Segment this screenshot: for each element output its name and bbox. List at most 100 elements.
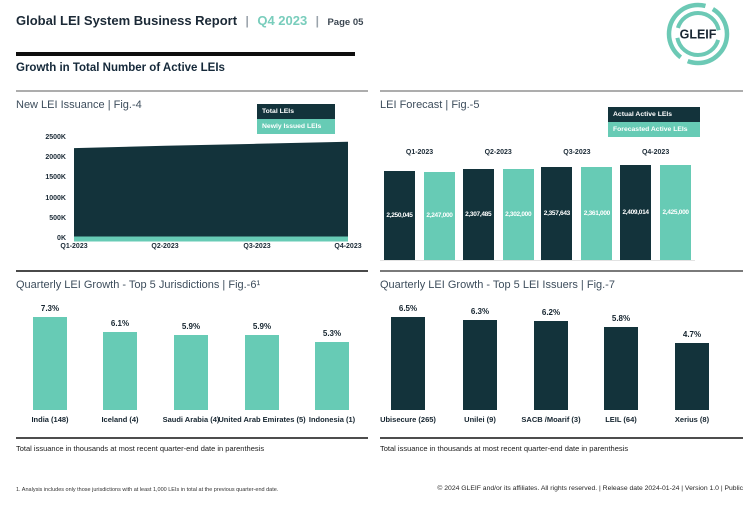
fig5-bar-forecast: 2,425,000: [660, 164, 692, 260]
fig7-chart-bar: [604, 327, 638, 410]
fig6-chart-bar: [33, 317, 67, 410]
fig7-note-rule: [380, 437, 743, 439]
x-tick: Q3-2023: [243, 243, 271, 250]
fig7-chart-category-label: SACB /Moarif (3): [521, 415, 581, 424]
panel-top5-lei-issuers: Quarterly LEI Growth - Top 5 LEI Issuers…: [380, 270, 743, 458]
fig7-chart-value-label: 6.3%: [470, 306, 490, 316]
fig6-title: Quarterly LEI Growth - Top 5 Jurisdictio…: [16, 279, 261, 291]
fig6-chart-bar: [103, 332, 137, 410]
report-header: Global LEI System Business Report | Q4 2…: [16, 12, 363, 30]
fig4-area-svg: [74, 141, 348, 242]
legend-label: Total LEIs: [262, 108, 294, 115]
legend-label: Forecasted Active LEIs: [613, 126, 688, 133]
gleif-logo-outer-ring: [666, 2, 730, 66]
fig5-bar-actual: 2,357,643: [541, 167, 573, 260]
fig6-chart-value-label: 5.9%: [181, 321, 201, 331]
fig5-bar-forecast: 2,361,000: [581, 167, 613, 260]
legend-item-newly-issued-leis: Newly Issued LEIs: [257, 119, 335, 134]
fig5-bar-forecast: 2,247,000: [424, 171, 455, 260]
fig6-note-rule: [16, 437, 368, 439]
x-tick: Q1-2023: [60, 243, 88, 250]
panel-lei-forecast: LEI Forecast | Fig.-5 Actual Active LEIs…: [380, 90, 743, 272]
fig7-chart-bar: [675, 342, 709, 410]
fig7-chart-value-label: 6.5%: [398, 304, 418, 313]
fig7-chart-bar: [534, 321, 568, 410]
fig7-chart-value-label: 5.8%: [611, 314, 631, 323]
fig5-bar-actual: 2,307,485: [462, 169, 494, 260]
panel-new-lei-issuance: New LEI Issuance | Fig.-4 Total LEIs New…: [16, 90, 368, 272]
fig7-note: Total issuance in thousands at most rece…: [380, 444, 629, 453]
fig6-chart-category-label: India (148): [31, 415, 69, 424]
fig5-chart: Q1-2023 2,250,045 2,247,000 Q2-2023 2,307,48…: [380, 92, 743, 272]
fig4-legend: Total LEIs Newly Issued LEIs: [257, 104, 335, 134]
fig5-bar-value: 2,307,485: [465, 211, 492, 219]
fig6-note: Total issuance in thousands at most rece…: [16, 444, 265, 453]
fig7-chart-value-label: 4.7%: [682, 329, 702, 339]
fig6-chart-category-label: United Arab Emirates (5): [218, 415, 306, 424]
fig7-chart: 6.5% Ubisecure (265) 6.3% Unilei (9) 6.2% SAC…: [380, 272, 743, 458]
fig5-bar-value: 2,247,000: [426, 212, 453, 220]
fig7-chart-category-label: Ubisecure (265): [380, 415, 436, 424]
y-tick: 1000K: [45, 195, 66, 202]
fig7-chart-bar: [391, 317, 425, 410]
fig5-bar-value: 2,250,045: [386, 212, 413, 220]
fig5-quarter-label: Q2-2023: [484, 149, 512, 156]
fig6-chart-category-label: Iceland (4): [101, 415, 139, 424]
section-title: Growth in Total Number of Active LEIs: [16, 62, 225, 74]
fig6-chart-value-label: 5.3%: [322, 329, 342, 339]
x-tick: Q4-2023: [334, 243, 362, 250]
report-period: Q4 2023: [257, 13, 308, 28]
fig5-bar-value: 2,409,014: [622, 209, 649, 217]
gleif-logo-inner-ring: [675, 11, 721, 57]
fig6-chart-value-label: 5.9%: [252, 321, 272, 331]
fig5-bar-value: 2,361,000: [583, 210, 611, 218]
fig7-chart-category-label: Unilei (9): [464, 415, 496, 424]
fig5-bar-actual: 2,250,045: [384, 171, 415, 260]
copyright-line: © 2024 GLEIF and/or its affiliates. All …: [437, 485, 743, 492]
fig6-chart-bar: [315, 342, 349, 410]
fig4-total-leis-area: [74, 141, 348, 237]
fig5-quarter-label: Q1-2023: [405, 149, 434, 156]
fig6-chart-bar: [245, 334, 279, 410]
report-title: Global LEI System Business Report: [16, 13, 238, 28]
fig7-chart-value-label: 6.2%: [541, 308, 561, 318]
fig7-chart-category-label: LEIL (64): [605, 415, 637, 424]
y-tick: 2500K: [45, 134, 66, 141]
y-tick: 500K: [49, 215, 66, 222]
fig6-chart-value-label: 7.3%: [40, 304, 60, 313]
x-tick: Q2-2023: [151, 243, 179, 250]
fig5-baseline: [380, 260, 695, 261]
legend-item-actual-active-leis: Actual Active LEIs: [608, 107, 700, 122]
section-rule: [16, 52, 355, 56]
fig6-chart: 7.3% India (148) 6.1% Iceland (4) 5.9% Saudi …: [16, 272, 368, 458]
fig5-quarter-label: Q3-2023: [563, 149, 591, 156]
fig5-bar-value: 2,425,000: [662, 208, 689, 216]
fig5-title: LEI Forecast | Fig.-5: [380, 99, 480, 111]
fig5-legend: Actual Active LEIs Forecasted Active LEI…: [608, 107, 700, 137]
legend-label: Actual Active LEIs: [613, 111, 673, 118]
panel-top5-jurisdictions: Quarterly LEI Growth - Top 5 Jurisdictio…: [16, 270, 368, 458]
y-tick: 1500K: [45, 174, 66, 181]
y-tick: 0K: [57, 235, 66, 242]
fig5-quarter-label: Q4-2023: [641, 149, 670, 156]
fig6-chart-category-label: Saudi Arabia (4): [162, 415, 220, 424]
legend-item-total-leis: Total LEIs: [257, 104, 335, 119]
gleif-logo-text: GLEIF: [680, 28, 717, 42]
fig6-chart-bar: [174, 334, 208, 410]
fig5-bar-value: 2,302,000: [505, 211, 532, 219]
fig6-chart-category-label: Indonesia (1): [308, 415, 356, 424]
fig7-title: Quarterly LEI Growth - Top 5 LEI Issuers…: [380, 279, 615, 291]
fig4-newly-issued-area: [74, 236, 348, 242]
fig5-bar-forecast: 2,302,000: [502, 169, 534, 260]
fig7-chart-bar: [463, 319, 497, 410]
title-separator: |: [315, 14, 320, 28]
title-separator: |: [245, 14, 249, 28]
page-number: Page 05: [327, 17, 364, 28]
legend-item-forecasted-active-leis: Forecasted Active LEIs: [608, 122, 700, 137]
fig7-chart-category-label: Xerius (8): [674, 415, 710, 424]
gleif-logo: GLEIF: [666, 2, 730, 66]
page-footnote: 1. Analysis includes only those jurisdic…: [16, 487, 279, 493]
y-tick: 2000K: [45, 154, 66, 161]
fig5-bar-actual: 2,409,014: [620, 165, 652, 260]
